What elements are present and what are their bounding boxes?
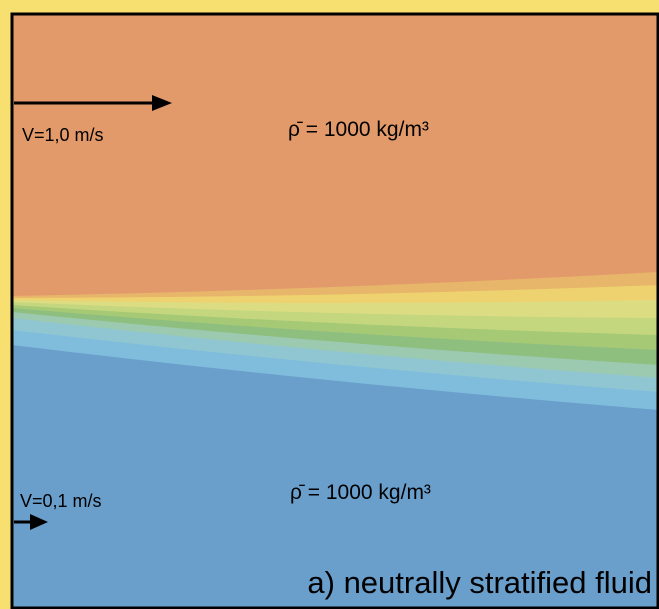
mixing-layer: [12, 345, 659, 609]
bottom-density: ρ̄ = 1000 kg/m³: [290, 481, 431, 504]
top-arrow: [14, 95, 172, 111]
bottom-velocity: V=0,1 m/s: [20, 491, 102, 511]
top-density: ρ̄ = 1000 kg/m³: [288, 118, 429, 141]
flow-field: [12, 14, 659, 609]
caption: a) neutrally stratified fluid: [307, 565, 652, 600]
top-velocity: V=1,0 m/s: [22, 125, 104, 145]
bottom-arrow: [14, 514, 48, 530]
frame: [10, 12, 659, 609]
arrow-head: [152, 95, 172, 111]
arrow-head: [30, 514, 48, 530]
